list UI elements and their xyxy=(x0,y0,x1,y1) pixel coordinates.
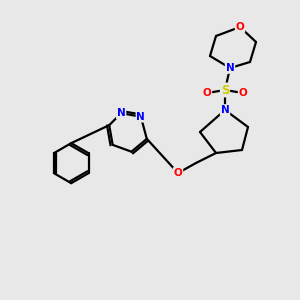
Text: S: S xyxy=(221,83,229,97)
Text: N: N xyxy=(117,108,125,118)
Text: O: O xyxy=(174,168,182,178)
Text: N: N xyxy=(226,63,234,73)
Text: N: N xyxy=(136,112,145,122)
Text: O: O xyxy=(238,88,247,98)
Text: O: O xyxy=(202,88,211,98)
Text: N: N xyxy=(220,105,230,115)
Text: O: O xyxy=(236,22,244,32)
